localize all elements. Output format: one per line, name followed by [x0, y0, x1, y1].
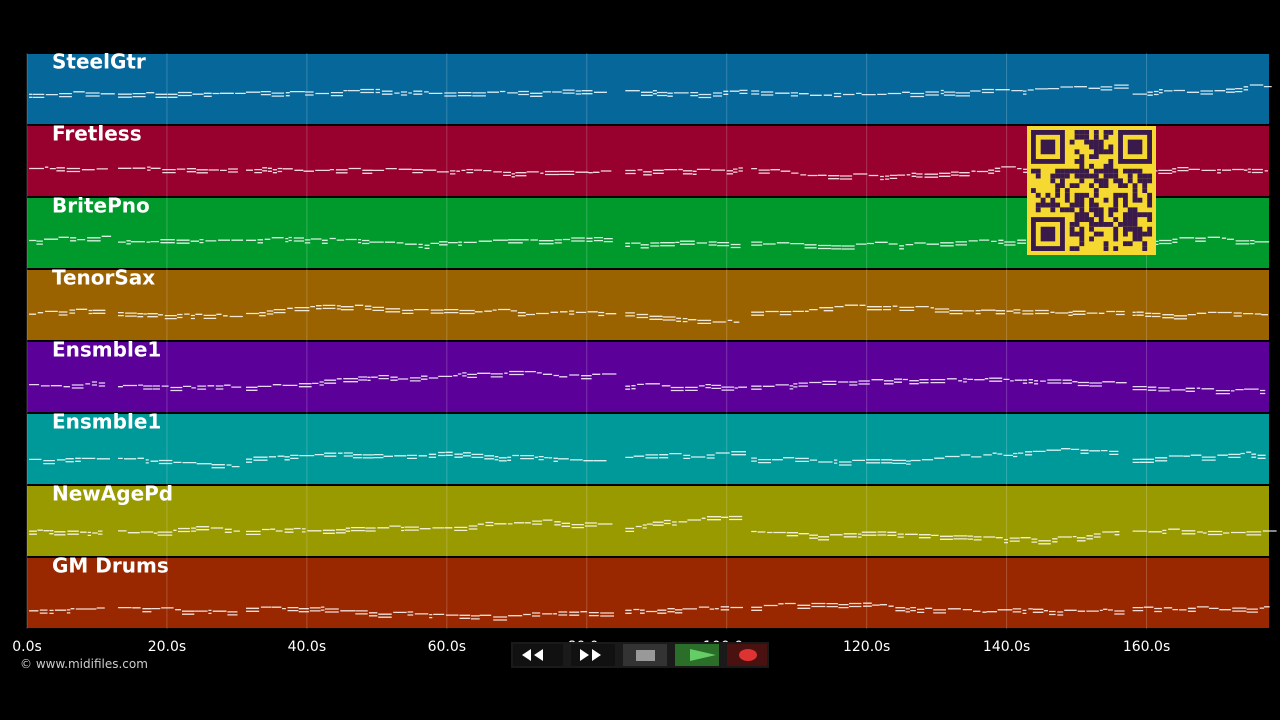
notes [29, 304, 1268, 325]
notes [29, 370, 1266, 395]
record-button[interactable] [727, 644, 767, 666]
track-name: Ensmble1 [52, 410, 161, 434]
record-icon [739, 649, 757, 661]
qr-pattern [1031, 130, 1153, 252]
time-tick-label: 60.0s [428, 639, 466, 655]
play-button[interactable] [675, 644, 719, 666]
time-tick-label: 140.0s [983, 639, 1030, 655]
track-name: NewAgePd [52, 482, 173, 506]
track-name: BritePno [52, 194, 150, 218]
notes [29, 602, 1270, 621]
transport-controls [511, 642, 769, 668]
track-lane [27, 342, 1269, 412]
qr-code [1027, 126, 1156, 255]
play-icon [690, 649, 716, 661]
track-name: SteelGtr [52, 50, 146, 74]
footer: © www.midifiles.com [20, 657, 148, 671]
rewind-button[interactable] [513, 644, 563, 666]
track-lane [27, 558, 1269, 628]
forward-button[interactable] [571, 644, 615, 666]
forward-icon [580, 649, 601, 661]
lanes: SteelGtr Fretless BritePno TenorSax Ensmble1… [27, 50, 1277, 628]
notes [29, 515, 1277, 545]
time-tick-label: 20.0s [148, 639, 186, 655]
track-name: Fretless [52, 122, 142, 146]
track-name: Ensmble1 [52, 338, 161, 362]
time-tick-label: 40.0s [288, 639, 326, 655]
track-lane [27, 270, 1269, 340]
stop-icon [636, 650, 655, 661]
rewind-icon [522, 649, 543, 661]
track-name: GM Drums [52, 554, 169, 578]
time-tick-label: 160.0s [1123, 639, 1170, 655]
stop-button[interactable] [623, 644, 667, 666]
notes [29, 84, 1272, 99]
track-lane [27, 486, 1269, 556]
track-lane [27, 54, 1269, 124]
time-tick-label: 0.0s [12, 639, 42, 655]
time-tick-label: 120.0s [843, 639, 890, 655]
track-name: TenorSax [52, 266, 155, 290]
track-lane [27, 414, 1269, 484]
notes [29, 448, 1266, 469]
